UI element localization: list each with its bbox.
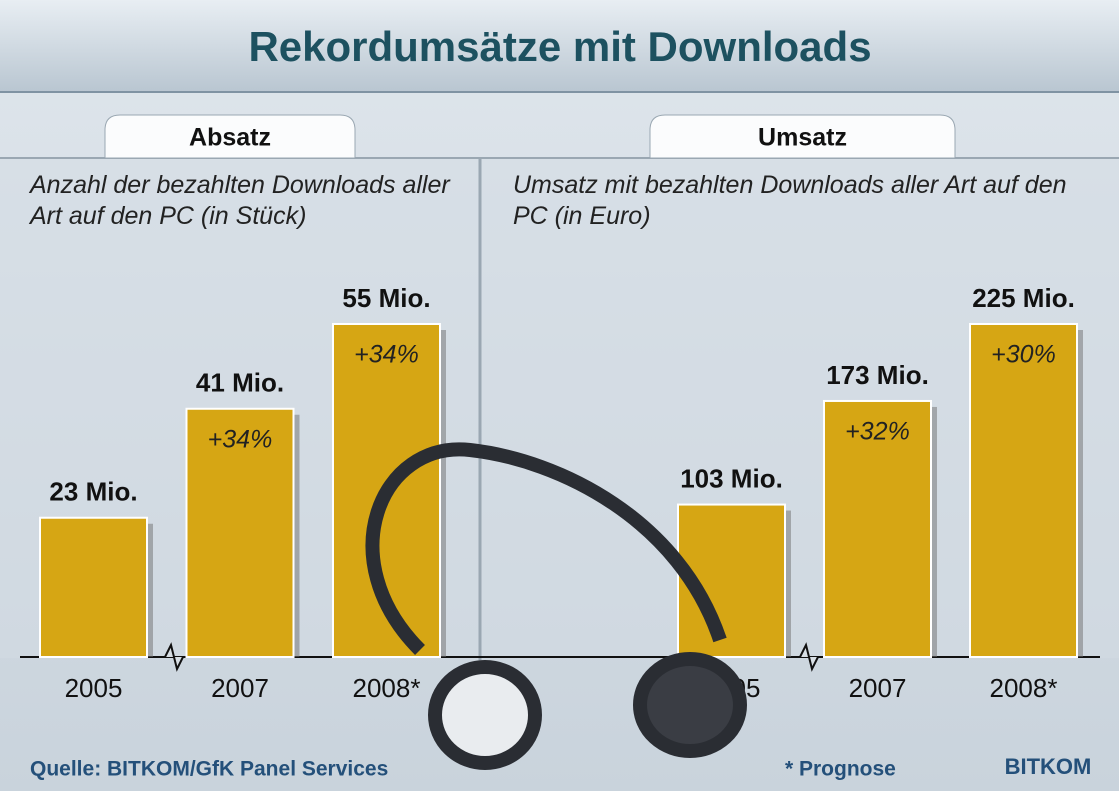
value-label: 41 Mio. [196,368,284,398]
x-tick-label: 2008* [990,673,1058,703]
value-label: 23 Mio. [49,477,137,507]
tab-label: Absatz [189,124,271,152]
growth-label: +34% [354,341,419,369]
logo: BITKOM [1005,754,1092,779]
value-label: 55 Mio. [342,283,430,313]
growth-label: +30% [991,341,1056,369]
value-label: 225 Mio. [972,283,1075,313]
bar [40,518,147,657]
footnote: * Prognose [785,758,896,781]
tab-label: Umsatz [758,124,847,152]
growth-label: +34% [208,425,273,453]
x-tick-label: 2008* [353,673,421,703]
bar [970,324,1077,657]
source: Quelle: BITKOM/GfK Panel Services [30,758,388,781]
x-tick-label: 2007 [211,673,269,703]
panel [0,158,1119,658]
x-tick-label: 2007 [849,673,907,703]
growth-label: +32% [845,418,910,446]
chart: Rekordumsätze mit Downloads Absatz 23 Mio… [0,0,1119,791]
x-tick-label: 2005 [65,673,123,703]
subtitle: Umsatz mit bezahlten Downloads aller Art… [513,170,1073,232]
page-title: Rekordumsätze mit Downloads [248,23,871,70]
subtitle: Anzahl der bezahlten Downloads aller Art… [30,170,450,232]
value-label: 173 Mio. [826,360,929,390]
value-label: 103 Mio. [680,463,783,493]
infographic: Rekordumsätze mit Downloads Absatz 23 Mio… [0,0,1119,791]
